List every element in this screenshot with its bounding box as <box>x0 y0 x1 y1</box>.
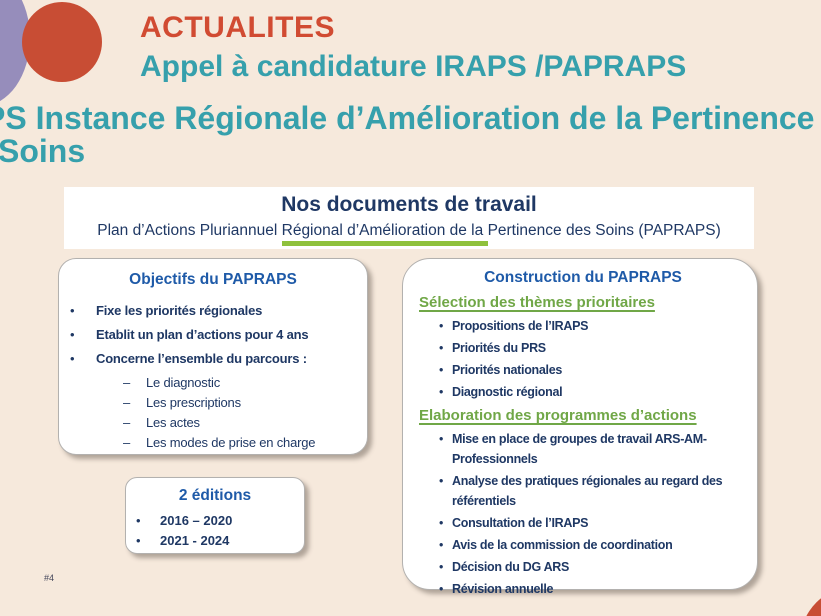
documents-banner-subtitle: Plan d’Actions Pluriannuel Régional d’Am… <box>64 222 754 246</box>
list-item: Décision du DG ARS <box>419 557 747 577</box>
list-item: Propositions de l’IRAPS <box>419 316 747 336</box>
page-title-line2: Soins <box>0 133 86 169</box>
purple-circle-shape <box>0 0 30 102</box>
list-item: Mise en place de groupes de travail ARS-… <box>419 429 747 469</box>
list-item: Etablit un plan d’actions pour 4 ans <box>59 327 367 342</box>
subtitle-suffix: Pertinence des Soins (PAPRAPS) <box>487 222 721 239</box>
list-item: Fixe les priorités régionales <box>59 303 367 318</box>
header-subtitle: Appel à candidature IRAPS /PAPRAPS <box>140 50 687 83</box>
section-heading-elaboration: Elaboration des programmes d’actions <box>419 407 697 424</box>
objectifs-card-title: Objectifs du PAPRAPS <box>129 271 297 288</box>
list-item: Révision annuelle <box>419 579 747 599</box>
list-item: Priorités nationales <box>419 360 747 380</box>
list-item: Diagnostic régional <box>419 382 747 402</box>
list-item: Priorités du PRS <box>419 338 747 358</box>
corner-decoration-shapes <box>0 0 102 102</box>
section-heading-selection: Sélection des thèmes prioritaires <box>419 294 655 311</box>
sub-list-item: Le diagnostic <box>59 375 367 390</box>
documents-banner-title: Nos documents de travail <box>281 193 537 216</box>
slide-header: ACTUALITES Appel à candidature IRAPS /PA… <box>140 13 686 82</box>
list-item: Consultation de l’IRAPS <box>419 513 747 533</box>
subtitle-underlined-segment: Régional d’Amélioration de la <box>281 222 488 246</box>
red-circle-shape <box>22 2 102 82</box>
header-kicker: ACTUALITES <box>140 11 335 44</box>
page-number: #4 <box>44 573 55 583</box>
objectifs-card: Objectifs du PAPRAPS Fixe les priorités … <box>58 258 368 455</box>
editions-card: 2 éditions 2016 – 2020 2021 - 2024 <box>125 477 305 554</box>
editions-card-title: 2 éditions <box>178 487 252 504</box>
sub-list-item: Les modes de prise en charge <box>59 435 367 450</box>
construction-card: Construction du PAPRAPS Sélection des th… <box>402 258 758 599</box>
sub-list-item: Les actes <box>59 415 367 430</box>
list-item: Analyse des pratiques régionales au rega… <box>419 471 747 511</box>
construction-card-title: Construction du PAPRAPS <box>484 269 682 286</box>
bottom-right-red-circle <box>800 586 821 616</box>
list-item: Concerne l’ensemble du parcours : <box>59 351 367 366</box>
documents-banner: Nos documents de travail Plan d’Actions … <box>64 187 754 249</box>
page-title-line1: PS Instance Régionale d’Amélioration de … <box>0 100 815 136</box>
list-item: Avis de la commission de coordination <box>419 535 747 555</box>
subtitle-prefix: Plan d’Actions Pluriannuel <box>97 222 282 239</box>
list-item: 2016 – 2020 <box>126 513 304 528</box>
list-item: 2021 - 2024 <box>126 533 304 548</box>
sub-list-item: Les prescriptions <box>59 395 367 410</box>
